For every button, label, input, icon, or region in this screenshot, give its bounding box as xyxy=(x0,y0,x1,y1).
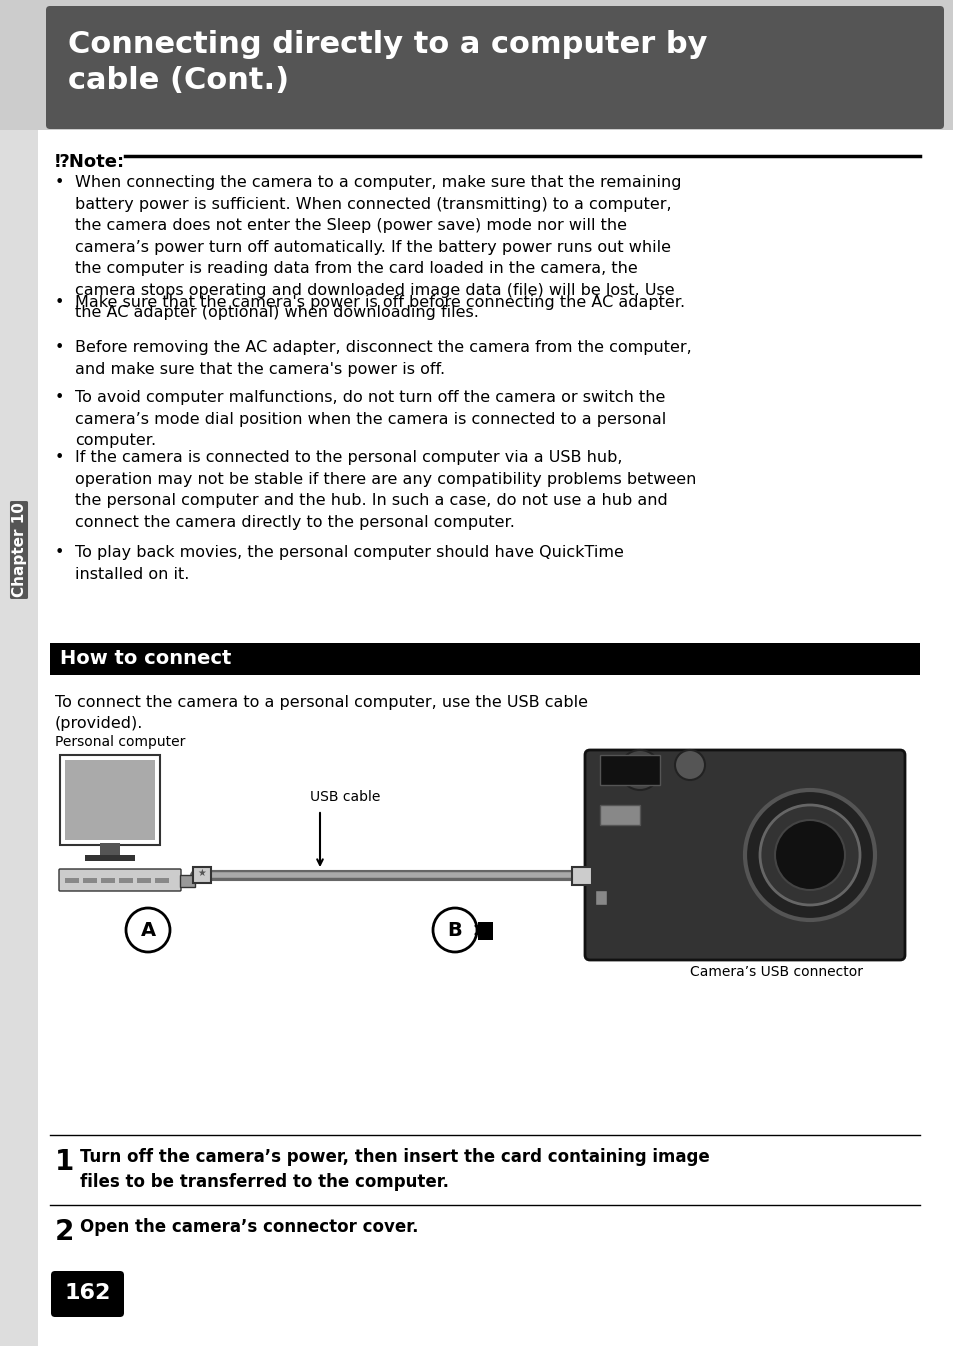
Bar xyxy=(137,878,151,883)
Text: 2: 2 xyxy=(55,1218,74,1246)
Text: Open the camera’s connector cover.: Open the camera’s connector cover. xyxy=(80,1218,418,1236)
Text: If the camera is connected to the personal computer via a USB hub,
operation may: If the camera is connected to the person… xyxy=(75,450,696,530)
Circle shape xyxy=(126,909,170,952)
FancyBboxPatch shape xyxy=(51,1271,124,1316)
Text: Chapter 10: Chapter 10 xyxy=(11,502,27,598)
Bar xyxy=(101,878,115,883)
Text: •: • xyxy=(55,450,64,464)
Bar xyxy=(154,878,169,883)
Text: USB cable: USB cable xyxy=(310,790,380,804)
Circle shape xyxy=(675,750,704,779)
FancyBboxPatch shape xyxy=(46,5,943,129)
Text: •: • xyxy=(55,295,64,310)
Bar xyxy=(599,755,659,785)
Bar xyxy=(0,0,38,1346)
Text: •: • xyxy=(55,545,64,560)
Bar xyxy=(0,0,953,131)
Text: Camera’s USB connector: Camera’s USB connector xyxy=(689,965,862,979)
Circle shape xyxy=(760,805,859,905)
Bar xyxy=(65,760,154,840)
Text: To avoid computer malfunctions, do not turn off the camera or switch the
camera’: To avoid computer malfunctions, do not t… xyxy=(75,390,665,448)
Text: 1: 1 xyxy=(55,1148,74,1176)
Bar xyxy=(599,805,639,825)
Bar xyxy=(83,878,97,883)
Circle shape xyxy=(619,750,659,790)
Text: To play back movies, the personal computer should have QuickTime
installed on it: To play back movies, the personal comput… xyxy=(75,545,623,581)
Text: Personal computer: Personal computer xyxy=(55,735,185,748)
FancyBboxPatch shape xyxy=(584,750,904,960)
Bar xyxy=(572,867,592,886)
Bar xyxy=(60,755,160,845)
Bar xyxy=(85,855,135,861)
Bar xyxy=(65,878,79,883)
Text: ⁉Note:: ⁉Note: xyxy=(55,153,125,171)
Text: How to connect: How to connect xyxy=(60,649,232,668)
Text: ★: ★ xyxy=(197,868,206,878)
Text: •: • xyxy=(55,390,64,405)
Circle shape xyxy=(774,820,844,890)
Text: B: B xyxy=(447,921,462,940)
Bar xyxy=(119,878,132,883)
Bar xyxy=(477,922,493,940)
Circle shape xyxy=(744,790,874,921)
Text: Turn off the camera’s power, then insert the card containing image
files to be t: Turn off the camera’s power, then insert… xyxy=(80,1148,709,1191)
Text: A: A xyxy=(140,921,155,940)
Bar xyxy=(180,875,194,887)
Text: Make sure that the camera's power is off before connecting the AC adapter.: Make sure that the camera's power is off… xyxy=(75,295,684,310)
Bar xyxy=(595,890,606,905)
Text: Connecting directly to a computer by
cable (Cont.): Connecting directly to a computer by cab… xyxy=(68,30,707,96)
Text: To connect the camera to a personal computer, use the USB cable
(provided).: To connect the camera to a personal comp… xyxy=(55,695,587,731)
Bar xyxy=(50,643,919,674)
Text: •: • xyxy=(55,175,64,190)
Text: When connecting the camera to a computer, make sure that the remaining
battery p: When connecting the camera to a computer… xyxy=(75,175,680,319)
FancyBboxPatch shape xyxy=(59,870,181,891)
Circle shape xyxy=(433,909,476,952)
Text: Before removing the AC adapter, disconnect the camera from the computer,
and mak: Before removing the AC adapter, disconne… xyxy=(75,341,691,377)
Bar xyxy=(193,867,211,883)
Text: •: • xyxy=(55,341,64,355)
Text: 162: 162 xyxy=(64,1283,111,1303)
Bar xyxy=(100,843,120,855)
